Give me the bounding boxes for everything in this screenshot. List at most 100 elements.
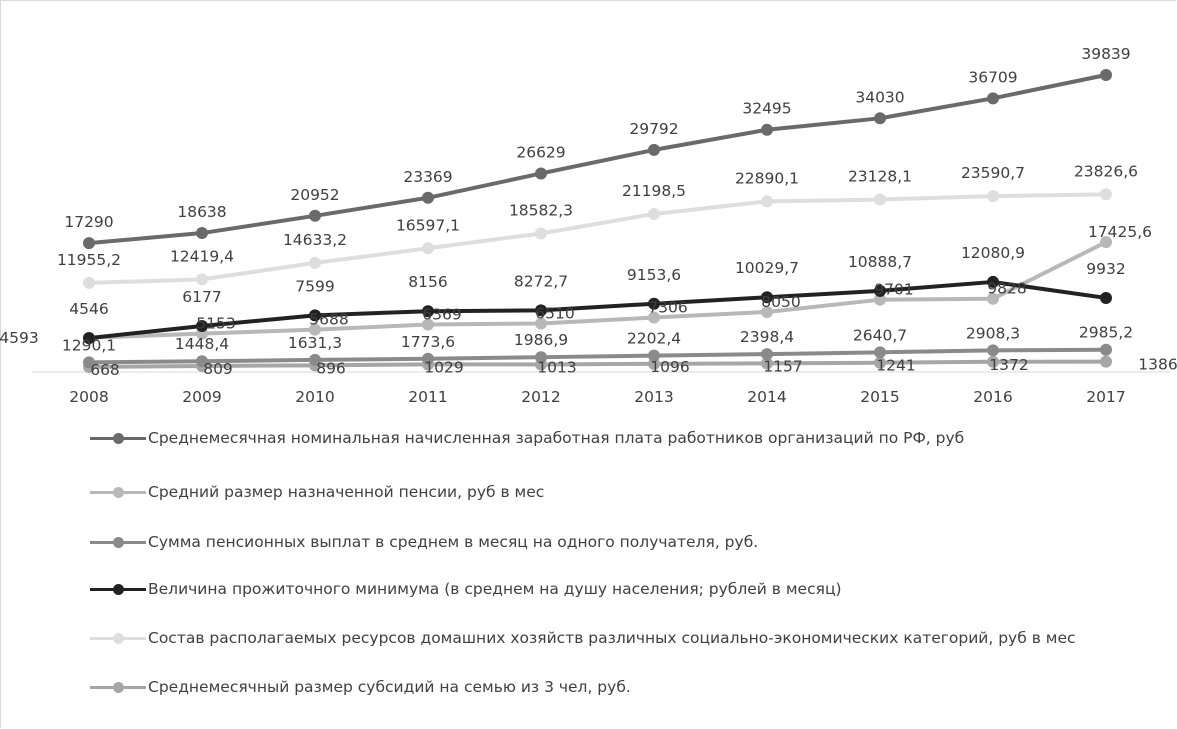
legend-label-pension-payments: Сумма пенсионных выплат в среднем в меся…	[148, 533, 759, 551]
data-point	[535, 351, 547, 364]
legend-item-pension-payments: Сумма пенсионных выплат в среднем в меся…	[90, 532, 1168, 553]
data-point	[987, 344, 999, 357]
data-point	[309, 309, 321, 322]
legend-swatch-subsidies	[90, 678, 146, 696]
data-point	[987, 355, 999, 368]
data-label: 9932	[1086, 260, 1125, 278]
data-label: 1290,1	[62, 336, 116, 354]
legend-marker	[113, 633, 124, 644]
data-label: 4593	[0, 329, 39, 347]
x-tick-label: 2010	[295, 388, 334, 406]
data-point	[83, 356, 95, 369]
data-point	[535, 317, 547, 330]
data-point	[196, 227, 208, 240]
data-label: 1241	[876, 357, 915, 375]
legend-marker	[113, 433, 124, 444]
data-point	[1100, 355, 1112, 368]
x-axis-ticks: 2008 2009 2010 2011 2012 2013 2014 2015 2016 2017	[69, 388, 1125, 406]
x-tick-label: 2008	[69, 388, 108, 406]
data-point	[196, 355, 208, 368]
x-tick-label: 2011	[408, 388, 447, 406]
data-point	[1100, 291, 1112, 304]
data-point	[874, 193, 886, 206]
legend-label-pension: Средний размер назначенной пенсии, руб в…	[148, 483, 545, 501]
data-label: 7599	[295, 277, 334, 295]
data-label: 32495	[742, 100, 791, 118]
legend-label-household-resources: Состав располагаемых ресурсов домашних х…	[148, 629, 1076, 647]
data-label: 1013	[537, 358, 576, 376]
legend-item-subsistence-minimum: Величина прожиточного минимума (в средне…	[90, 579, 1168, 600]
data-label: 9828	[987, 280, 1026, 298]
series-line	[87, 279, 1108, 341]
data-label: 9701	[874, 281, 913, 299]
data-point	[874, 293, 886, 306]
data-label: 12419,4	[170, 247, 234, 265]
data-label: 18582,3	[509, 201, 573, 219]
data-label: 23826,6	[1074, 162, 1138, 180]
data-label: 1372	[989, 356, 1028, 374]
data-point	[422, 305, 434, 318]
data-point	[648, 357, 660, 370]
data-point	[987, 92, 999, 105]
data-point	[987, 275, 999, 288]
legend-swatch-household-resources	[90, 629, 146, 647]
data-point	[422, 242, 434, 255]
data-label: 1986,9	[514, 331, 568, 349]
data-label: 8156	[408, 273, 447, 291]
x-tick-label: 2013	[634, 388, 673, 406]
data-label: 2985,2	[1079, 324, 1133, 342]
data-label: 10029,7	[735, 259, 799, 277]
data-point	[422, 352, 434, 365]
data-point	[648, 143, 660, 156]
data-labels: 17290 18638 20952 23369 26629 29792 32495 34030…	[0, 45, 1177, 379]
legend-item-subsidies: Среднемесячный размер субсидий на семью …	[90, 677, 1168, 698]
data-label: 2202,4	[627, 330, 681, 348]
data-label: 36709	[968, 68, 1017, 86]
data-point	[874, 284, 886, 297]
data-label: 5688	[309, 311, 348, 329]
series-line	[87, 359, 1108, 370]
data-label: 1157	[763, 357, 802, 375]
legend-swatch-subsistence-minimum	[90, 580, 146, 598]
data-label: 809	[203, 360, 233, 378]
data-label: 6510	[535, 304, 574, 322]
data-label: 26629	[516, 143, 565, 161]
data-label: 1631,3	[288, 334, 342, 352]
data-point	[874, 112, 886, 125]
data-label: 1029	[424, 358, 463, 376]
data-label: 29792	[629, 120, 678, 138]
series-points	[83, 69, 1112, 374]
data-point	[1100, 236, 1112, 249]
legend-label-subsistence-minimum: Величина прожиточного минимума (в средне…	[148, 580, 842, 598]
x-tick-label: 2009	[182, 388, 221, 406]
data-label: 10888,7	[848, 253, 912, 271]
legend-item-household-resources: Состав располагаемых ресурсов домашних х…	[90, 628, 1168, 649]
data-point	[83, 332, 95, 345]
data-label: 20952	[290, 186, 339, 204]
data-label: 668	[90, 361, 120, 379]
data-label: 1386	[1138, 356, 1177, 374]
data-label: 8272,7	[514, 272, 568, 290]
data-label: 9153,6	[627, 266, 681, 284]
legend-label-subsidies: Среднемесячный размер субсидий на семью …	[148, 678, 631, 696]
data-label: 6369	[422, 306, 461, 324]
data-point	[309, 209, 321, 222]
data-point	[648, 207, 660, 220]
data-label: 1096	[650, 358, 689, 376]
data-label: 8050	[761, 293, 800, 311]
data-label: 5153	[196, 315, 235, 333]
legend-item-pension: Средний размер назначенной пенсии, руб в…	[90, 482, 1168, 503]
legend-marker	[113, 682, 124, 693]
data-label: 17290	[64, 213, 113, 231]
data-label: 1773,6	[401, 333, 455, 351]
legend-swatch-pension-payments	[90, 533, 146, 551]
data-label: 17425,6	[1088, 223, 1152, 241]
data-label: 896	[316, 359, 346, 377]
data-point	[422, 191, 434, 204]
data-label: 2398,4	[740, 328, 794, 346]
data-label: 2908,3	[966, 324, 1020, 342]
data-label: 11955,2	[57, 251, 121, 269]
data-label: 23590,7	[961, 164, 1025, 182]
data-point	[761, 348, 773, 361]
data-point	[83, 276, 95, 289]
